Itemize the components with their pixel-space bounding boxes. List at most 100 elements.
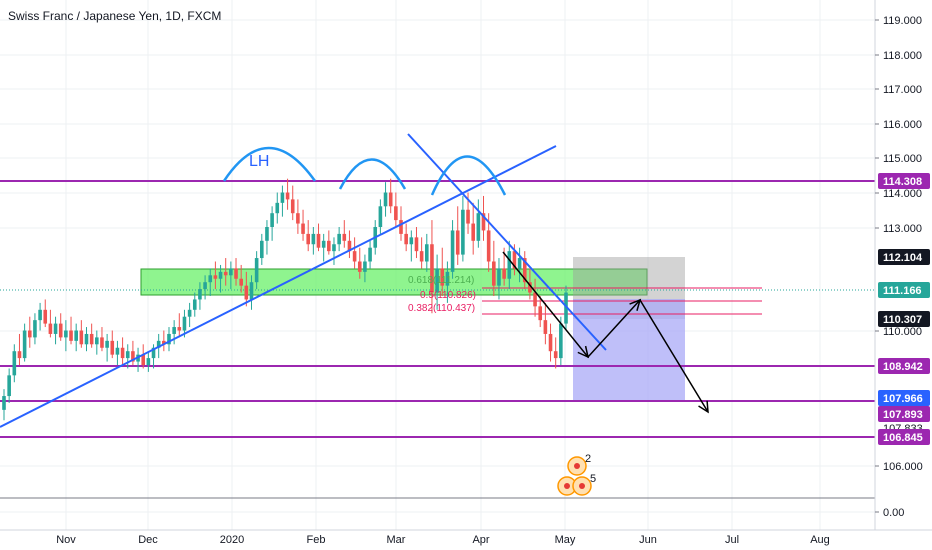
- y-tick-label: 106.000: [883, 461, 923, 473]
- candle-body: [430, 244, 434, 293]
- candle-body: [450, 230, 455, 272]
- candle-body: [445, 271, 450, 286]
- candle-body: [497, 268, 501, 286]
- candle-body: [146, 358, 151, 365]
- price-badge-label: 107.966: [883, 393, 923, 405]
- candle-body: [53, 323, 58, 334]
- candle-body: [466, 209, 470, 224]
- candle-body: [404, 233, 408, 245]
- support-zone: [140, 268, 648, 296]
- candle-body: [383, 192, 388, 207]
- candle-body: [486, 230, 491, 262]
- economic-event-marker-count: 5: [590, 473, 596, 485]
- candle-body: [48, 323, 53, 334]
- x-tick-label: Mar: [387, 534, 406, 546]
- candle-body: [43, 309, 48, 324]
- fib-label: 0.618(111.214): [408, 275, 474, 286]
- candle-body: [363, 261, 367, 272]
- y-tick-label: 110.000: [883, 326, 922, 338]
- candle-body: [198, 289, 202, 300]
- candle-body: [301, 223, 305, 234]
- candle-body: [177, 327, 182, 331]
- candle-body: [502, 268, 506, 279]
- candle-body: [265, 227, 269, 241]
- candle-body: [512, 251, 517, 269]
- price-badge-label: 106.845: [883, 432, 923, 444]
- candle-body: [2, 396, 6, 410]
- economic-event-marker-dot: [579, 483, 585, 489]
- candle-body: [455, 230, 460, 255]
- ascending-trendline: [0, 145, 557, 428]
- stop-box: [573, 299, 685, 400]
- x-tick-label: 2020: [220, 534, 244, 546]
- candle-body: [89, 333, 94, 345]
- candle-body: [290, 199, 295, 214]
- candle-body: [476, 213, 481, 241]
- candle-body: [156, 340, 161, 348]
- price-badge: [878, 358, 930, 374]
- x-tick-label: Aug: [810, 534, 830, 546]
- candle-body: [285, 192, 290, 200]
- candle-body: [492, 261, 496, 286]
- candle-body: [559, 323, 563, 359]
- candle-body: [378, 206, 383, 227]
- candle-body: [110, 340, 115, 355]
- candle-body: [151, 347, 156, 359]
- candle-body: [528, 282, 532, 293]
- fib-label: 0.382(110.437): [408, 303, 475, 314]
- candle-body: [342, 233, 347, 241]
- candle-body: [507, 251, 512, 279]
- candle-body: [522, 258, 527, 283]
- candle-body: [167, 333, 171, 345]
- candle-body: [347, 240, 352, 252]
- y-tick-label: 114.000: [883, 188, 922, 200]
- annotation-lh: LH: [249, 153, 269, 170]
- candle-body: [337, 233, 341, 245]
- y-tick-label: 117.000: [883, 84, 922, 96]
- arrowhead-down-1: [577, 345, 590, 359]
- price-badge: [878, 249, 930, 265]
- candle-body: [182, 316, 187, 331]
- y-tick-label: 113.000: [883, 223, 922, 235]
- price-badge-label: 114.308: [883, 176, 922, 188]
- chart-title: Swiss Franc / Japanese Yen, 1D, FXCM: [8, 9, 221, 23]
- y-tick-label: 115.000: [883, 153, 922, 165]
- candle-body: [440, 268, 445, 286]
- candle-body: [481, 213, 486, 231]
- price-badge: [878, 390, 930, 406]
- candle-body: [259, 240, 264, 259]
- candle-body: [352, 251, 357, 262]
- candle-body: [84, 333, 89, 345]
- candle-body: [332, 244, 336, 252]
- candle-body: [7, 375, 11, 397]
- candle-body: [239, 278, 243, 286]
- price-badge-label: 111.166: [883, 285, 922, 297]
- candle-body: [33, 320, 37, 338]
- candle-body: [388, 192, 393, 207]
- candle-body: [38, 309, 42, 321]
- candle-body: [316, 233, 321, 248]
- x-tick-label: May: [555, 534, 576, 546]
- candle-body: [394, 206, 398, 221]
- candle-body: [538, 306, 543, 321]
- x-tick-label: Apr: [472, 534, 489, 546]
- price-badge: [878, 173, 930, 189]
- candle-body: [553, 351, 558, 359]
- candle-body: [27, 330, 32, 338]
- candle-body: [533, 292, 537, 307]
- candle-body: [270, 213, 274, 227]
- candle-body: [192, 299, 197, 310]
- candle-body: [74, 330, 78, 341]
- candle-body: [543, 320, 548, 334]
- candle-body: [79, 330, 84, 345]
- candle-body: [162, 340, 166, 345]
- arrowhead-down-2: [698, 400, 709, 414]
- candle-body: [125, 351, 130, 359]
- x-tick-label: Jun: [639, 534, 657, 546]
- x-tick-label: Feb: [307, 534, 326, 546]
- candle-body: [58, 323, 63, 338]
- candle-body: [208, 275, 213, 283]
- candle-body: [254, 258, 259, 283]
- economic-event-marker-count: 2: [585, 453, 591, 465]
- arrowhead-up: [629, 298, 642, 311]
